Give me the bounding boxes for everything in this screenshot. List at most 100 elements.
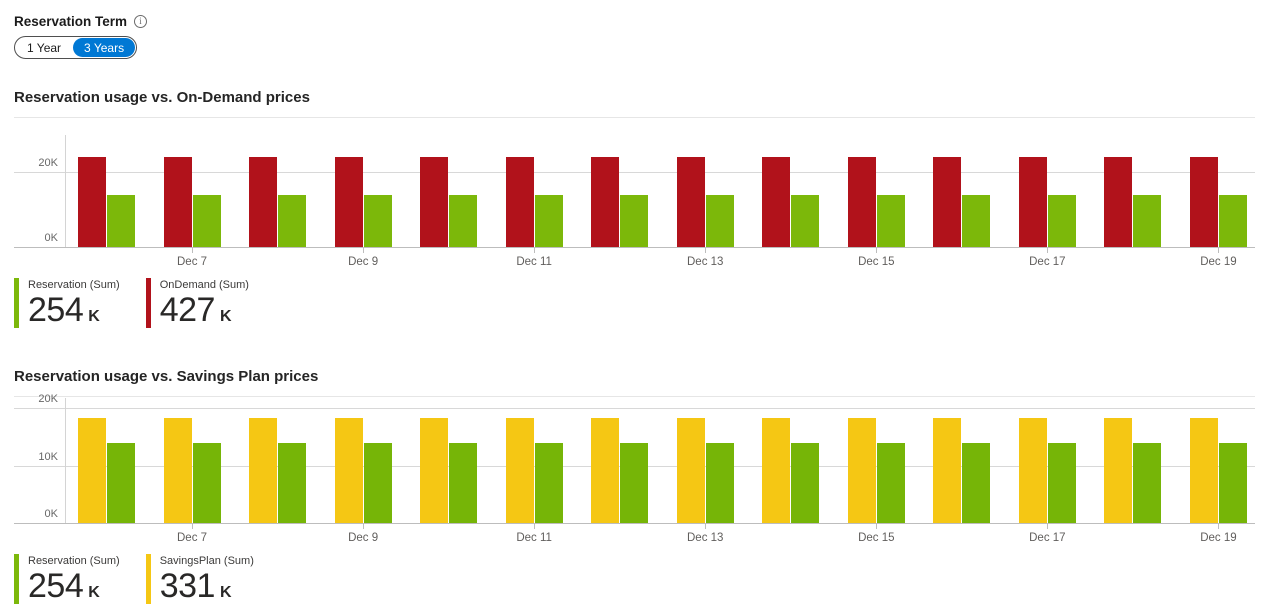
bar-group-dec-12 [591,398,649,523]
legend-texts: SavingsPlan (Sum) 331 K [160,554,254,604]
bar-savingsplan-sum[interactable] [249,417,278,523]
legend-total-unit: K [88,308,100,325]
ondemand-chart-section: Reservation usage vs. On-Demand prices 0… [14,89,1255,328]
bar-ondemand-sum[interactable] [591,156,620,247]
x-axis-slot: Dec 9 [335,524,392,548]
toggle-option-3-years[interactable]: 3 Years [73,38,136,57]
bar-savingsplan-sum[interactable] [78,417,106,523]
chart-title: Reservation usage vs. On-Demand prices [14,89,1255,118]
legend-item-ondemand-sum: OnDemand (Sum) 427 K [145,278,249,329]
info-icon[interactable]: i [134,14,148,28]
toggle-option-1-year[interactable]: 1 Year [15,37,73,58]
bar-reservation-sum[interactable] [534,443,563,523]
bar-ondemand-sum[interactable] [505,156,534,247]
legend-total-value: 427 [159,291,216,329]
bar-reservation-sum[interactable] [1218,194,1247,247]
bar-reservation-sum[interactable] [791,443,820,523]
bar-reservation-sum[interactable] [1133,443,1162,523]
legend-total-unit: K [88,584,100,601]
bar-reservation-sum[interactable] [192,194,221,247]
bar-ondemand-sum[interactable] [933,156,962,247]
bar-ondemand-sum[interactable] [334,156,363,247]
bars-area [78,135,1247,247]
bar-group-dec-14 [762,398,820,523]
x-axis-tick [192,248,194,253]
bar-reservation-sum[interactable] [1047,443,1076,523]
bar-reservation-sum[interactable] [107,443,135,523]
bar-ondemand-sum[interactable] [78,156,106,247]
bar-ondemand-sum[interactable] [249,156,278,247]
x-axis-tick-label: Dec 7 [177,532,208,544]
bar-group-dec-18 [1104,398,1162,523]
y-axis-line [65,398,66,523]
savingsplan-chart-section: Reservation usage vs. Savings Plan price… [14,368,1255,604]
bar-group-dec-8 [249,398,307,523]
bar-reservation-sum[interactable] [1218,443,1247,523]
bar-savingsplan-sum[interactable] [334,417,363,523]
bar-chart-plot: 0K 10K 20K [14,394,1255,524]
bar-reservation-sum[interactable] [363,194,392,247]
legend-total-value: 331 [159,567,216,605]
bar-ondemand-sum[interactable] [163,156,192,247]
bar-group-dec-7 [163,398,221,523]
bar-reservation-sum[interactable] [876,443,905,523]
bar-group-dec-12 [591,135,649,247]
bar-reservation-sum[interactable] [278,194,307,247]
x-axis-tick [1047,524,1049,529]
bar-group-dec-6 [78,398,135,523]
bar-savingsplan-sum[interactable] [420,417,449,523]
bar-reservation-sum[interactable] [1047,194,1076,247]
x-axis-tick-label: Dec 9 [348,256,379,268]
x-axis-slot: Dec 11 [506,248,563,272]
bar-reservation-sum[interactable] [705,194,734,247]
x-axis-tick [363,248,365,253]
bar-ondemand-sum[interactable] [762,156,791,247]
bar-savingsplan-sum[interactable] [505,417,534,523]
legend-item-reservation-sum: Reservation (Sum) 254 K [14,554,120,604]
bar-reservation-sum[interactable] [705,443,734,523]
bar-reservation-sum[interactable] [962,443,991,523]
bar-reservation-sum[interactable] [192,443,221,523]
bar-reservation-sum[interactable] [791,194,820,247]
bar-reservation-sum[interactable] [962,194,991,247]
x-axis-tick-label: Dec 15 [858,256,895,268]
x-axis-slot [1104,248,1161,272]
bar-reservation-sum[interactable] [1133,194,1162,247]
bar-savingsplan-sum[interactable] [1104,417,1133,523]
bar-reservation-sum[interactable] [449,443,478,523]
bar-reservation-sum[interactable] [278,443,307,523]
bar-reservation-sum[interactable] [363,443,392,523]
bar-reservation-sum[interactable] [876,194,905,247]
bar-reservation-sum[interactable] [534,194,563,247]
bar-savingsplan-sum[interactable] [1189,417,1218,523]
x-axis-tick-label: Dec 19 [1200,532,1237,544]
bar-ondemand-sum[interactable] [420,156,449,247]
bar-savingsplan-sum[interactable] [163,417,192,523]
x-axis-slot [78,524,135,548]
x-axis-tick-label: Dec 17 [1029,256,1066,268]
legend-total-unit: K [219,584,232,601]
x-axis-tick-label: Dec 9 [348,532,379,544]
bar-savingsplan-sum[interactable] [847,417,876,523]
bar-ondemand-sum[interactable] [847,156,876,247]
bar-ondemand-sum[interactable] [1189,156,1218,247]
x-axis-tick-label: Dec 13 [687,532,724,544]
bar-ondemand-sum[interactable] [676,156,705,247]
bar-savingsplan-sum[interactable] [1018,417,1047,523]
bar-ondemand-sum[interactable] [1104,156,1133,247]
bar-ondemand-sum[interactable] [1018,156,1047,247]
bar-savingsplan-sum[interactable] [676,417,705,523]
bar-savingsplan-sum[interactable] [591,417,620,523]
bar-reservation-sum[interactable] [449,194,478,247]
legend-texts: Reservation (Sum) 254 K [28,554,120,604]
x-axis-slot [420,248,477,272]
bar-savingsplan-sum[interactable] [933,417,962,523]
y-axis-tick-label: 20K [38,393,58,405]
x-axis-slot [591,248,648,272]
bar-reservation-sum[interactable] [620,443,649,523]
bar-savingsplan-sum[interactable] [762,417,791,523]
bar-reservation-sum[interactable] [107,194,135,247]
legend-swatch [145,554,151,604]
y-axis-line [65,135,66,247]
bar-reservation-sum[interactable] [620,194,649,247]
